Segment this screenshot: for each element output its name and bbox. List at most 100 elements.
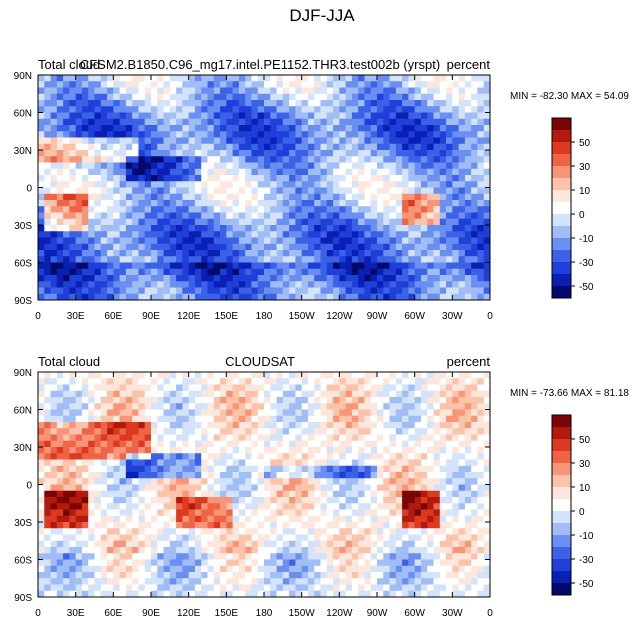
field-cell [464,131,472,138]
field-cell [144,125,152,132]
field-cell [257,106,265,113]
field-cell [408,397,416,404]
field-cell [251,156,259,163]
field-cell [113,447,121,454]
field-cell [477,415,485,423]
field-cell [326,384,334,392]
field-cell [301,106,309,113]
field-cell [245,459,252,467]
field-cell [471,547,478,554]
field-cell [38,534,45,542]
field-cell [351,112,359,120]
field-cell [194,372,202,379]
field-cell [201,509,208,517]
field-cell [125,397,133,404]
field-cell [339,459,347,467]
field-cell [201,218,208,226]
field-cell [69,409,77,417]
field-cell [69,112,77,120]
field-cell [345,397,353,404]
field-cell [201,472,208,479]
field-cell [402,193,409,201]
field-cell [339,287,347,295]
field-cell [446,237,453,245]
field-cell [213,472,221,479]
field-cell [345,162,353,170]
field-cell [408,237,416,245]
field-cell [270,181,277,188]
field-cell [427,250,434,257]
field-cell [427,106,434,113]
field-cell [339,231,347,238]
field-cell [389,390,397,398]
field-cell [201,112,208,120]
field-cell [477,268,485,276]
field-cell [88,440,95,448]
field-cell [151,256,158,263]
field-cell [169,193,177,201]
field-cell [452,250,460,257]
field-cell [75,397,83,404]
field-cell [132,118,139,126]
field-cell [358,372,365,379]
field-cell [383,378,390,385]
field-cell [351,534,359,542]
field-cell [326,275,334,282]
field-cell [477,515,485,523]
field-cell [69,403,77,410]
field-cell [301,403,309,410]
field-cell [220,118,227,126]
field-cell [113,478,121,485]
field-cell [125,293,133,301]
field-cell [276,137,284,145]
field-cell [477,281,485,288]
field-cell [163,187,171,195]
field-cell [301,81,309,88]
field-cell [125,540,133,548]
field-cell [282,465,290,473]
field-cell [251,256,259,263]
field-cell [395,565,403,573]
field-cell [56,237,64,245]
field-cell [232,422,240,429]
field-cell [276,262,284,270]
field-cell [483,137,491,145]
field-cell [50,422,58,429]
field-cell [194,100,202,107]
field-cell [50,503,58,510]
field-cell [163,453,171,460]
field-cell [245,503,252,510]
field-cell [38,93,45,101]
field-cell [100,200,108,207]
field-cell [452,509,460,517]
field-cell [389,409,397,417]
field-cell [333,553,340,560]
field-cell [163,384,171,392]
field-cell [483,465,491,473]
field-cell [452,378,460,385]
field-cell [389,397,397,404]
field-cell [38,206,45,213]
field-cell [433,528,441,535]
field-cell [132,440,139,448]
field-cell [138,168,146,176]
field-cell [113,559,121,567]
field-cell [452,256,460,263]
field-cell [477,397,485,404]
field-cell [402,453,409,460]
colorbar-label: -30 [579,258,594,269]
field-cell [339,256,347,263]
field-cell [364,206,372,213]
field-cell [383,206,390,213]
field-cell [276,453,284,460]
field-cell [326,503,334,510]
field-cell [295,434,303,442]
field-cell [464,390,472,398]
field-cell [220,200,227,207]
field-cell [50,378,58,385]
field-cell [402,256,409,263]
field-cell [213,131,221,138]
field-cell [351,515,359,523]
field-cell [38,256,45,263]
field-cell [320,156,328,163]
